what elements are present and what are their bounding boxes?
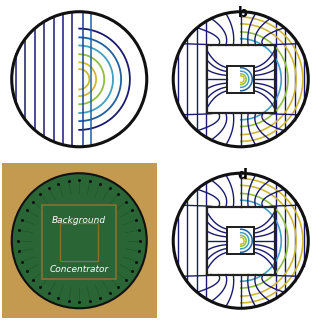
Bar [42,205,116,279]
Bar [227,66,254,93]
Bar [207,45,275,113]
Text: d: d [238,168,248,182]
Bar [227,227,254,254]
Circle shape [12,173,147,308]
Bar [60,223,98,261]
Text: Concentrator: Concentrator [50,265,109,274]
Bar [207,207,275,275]
Text: b: b [238,6,248,20]
Text: Background: Background [52,216,106,225]
